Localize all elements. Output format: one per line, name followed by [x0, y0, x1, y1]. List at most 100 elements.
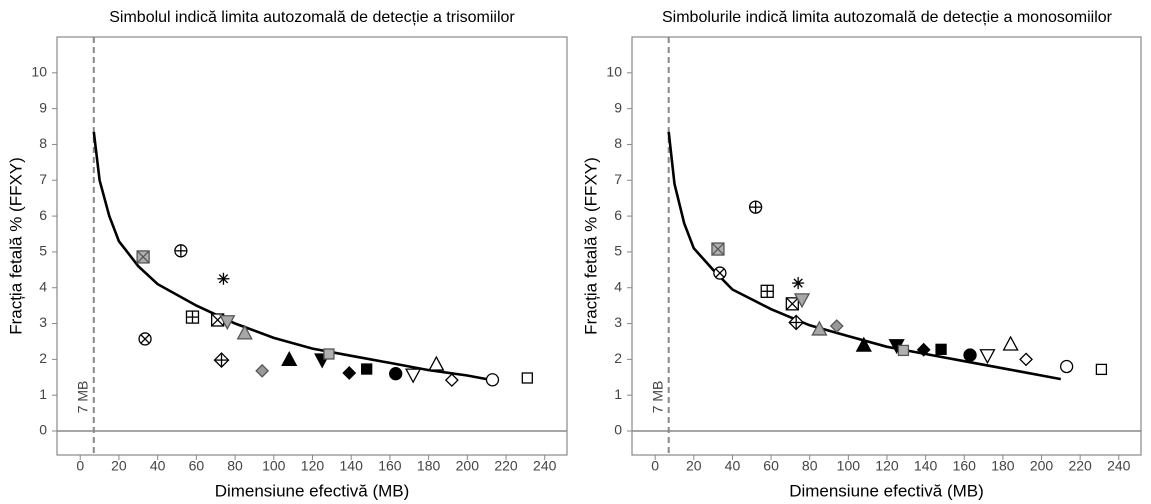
x-tick-label: 80 — [227, 458, 243, 474]
chart-panel: Simbolul indică limita autozomală de det… — [6, 9, 568, 500]
marker-part — [140, 334, 150, 344]
data-point — [792, 277, 805, 290]
marker-part — [236, 324, 253, 340]
marker-part — [521, 372, 533, 384]
data-point — [713, 266, 727, 280]
data-point — [213, 352, 230, 369]
y-tick-label: 4 — [614, 278, 622, 294]
y-tick-label: 3 — [39, 314, 47, 330]
data-point — [405, 368, 422, 384]
marker-part — [711, 242, 725, 256]
marker-part — [444, 373, 459, 388]
y-tick-label: 7 — [39, 171, 47, 187]
data-point — [521, 372, 533, 384]
y-tick-label: 0 — [614, 422, 622, 438]
x-tick-label: 180 — [417, 458, 441, 474]
marker-part — [323, 348, 335, 360]
marker-part — [485, 373, 500, 387]
x-tick-label: 40 — [725, 458, 741, 474]
y-tick-label: 9 — [614, 99, 622, 115]
marker-part — [361, 363, 373, 375]
marker-part — [811, 320, 828, 336]
data-point — [323, 348, 335, 360]
data-point — [788, 314, 805, 331]
marker-part — [1019, 352, 1033, 367]
x-tick-label: 180 — [991, 458, 1015, 474]
x-tick-label: 160 — [378, 458, 402, 474]
data-point — [897, 344, 910, 357]
marker-part — [255, 363, 270, 378]
y-tick-label: 3 — [614, 314, 622, 330]
marker-part — [916, 342, 931, 357]
y-tick-label: 6 — [614, 207, 622, 223]
detection-curve — [92, 131, 487, 381]
chart-title: Simbolul indică limita autozomală de det… — [109, 9, 515, 26]
plot-frame — [631, 36, 1142, 456]
y-tick-label: 9 — [39, 99, 47, 115]
marker-part — [785, 297, 799, 311]
y-tick-label: 10 — [606, 64, 622, 80]
data-point — [485, 373, 500, 387]
x-tick-label: 120 — [301, 458, 325, 474]
reference-label: 7 MB — [74, 381, 90, 414]
marker-part — [979, 349, 996, 365]
x-tick-label: 100 — [262, 458, 286, 474]
y-tick-label: 2 — [614, 350, 622, 366]
y-tick-label: 5 — [39, 243, 47, 259]
x-tick-label: 220 — [494, 458, 518, 474]
marker-part — [218, 274, 229, 284]
data-point — [793, 293, 811, 309]
data-point — [236, 324, 253, 340]
data-point — [1095, 363, 1108, 376]
marker-part — [1095, 363, 1108, 376]
data-point — [444, 373, 459, 388]
x-tick-label: 220 — [1068, 458, 1092, 474]
x-tick-label: 60 — [189, 458, 205, 474]
data-point — [785, 297, 799, 311]
y-tick-label: 8 — [39, 135, 47, 151]
marker-part — [136, 250, 150, 264]
marker-part — [342, 366, 357, 380]
y-tick-label: 1 — [614, 386, 622, 402]
data-point — [255, 363, 270, 378]
y-tick-label: 4 — [39, 278, 47, 294]
marker-part — [389, 367, 403, 381]
data-point — [1019, 352, 1033, 367]
x-tick-label: 0 — [76, 458, 84, 474]
marker-part — [219, 315, 236, 331]
data-point — [979, 349, 996, 365]
data-point — [855, 336, 872, 352]
marker-part — [715, 268, 725, 278]
data-point — [811, 320, 828, 336]
data-point — [389, 367, 403, 381]
marker-part — [793, 278, 803, 288]
y-tick-label: 7 — [614, 171, 622, 187]
x-tick-label: 200 — [456, 458, 480, 474]
detection-curve — [667, 131, 1062, 381]
x-tick-label: 60 — [763, 458, 779, 474]
marker-part — [855, 336, 872, 352]
data-point — [428, 355, 445, 371]
chart-title: Simbolurile indică limita autozomală de … — [662, 9, 1113, 26]
marker-part — [963, 348, 977, 362]
x-tick-label: 240 — [1107, 458, 1131, 474]
marker-part — [897, 344, 910, 357]
data-point — [138, 332, 152, 346]
data-point — [829, 319, 844, 333]
x-tick-label: 100 — [837, 458, 861, 474]
chart-panel: Simbolurile indică limita autozomală de … — [581, 9, 1142, 500]
y-axis-label: Fracția fetală % (FFXY) — [6, 157, 25, 335]
x-tick-label: 80 — [802, 458, 818, 474]
y-tick-label: 5 — [614, 243, 622, 259]
y-tick-label: 6 — [39, 207, 47, 223]
x-axis-label: Dimensiune efectivă (MB) — [215, 481, 410, 500]
x-tick-label: 0 — [651, 458, 659, 474]
marker-part — [1002, 335, 1019, 351]
marker-part — [281, 350, 298, 367]
x-tick-label: 200 — [1030, 458, 1054, 474]
x-tick-label: 160 — [953, 458, 977, 474]
marker-part — [793, 293, 811, 309]
marker-part — [829, 319, 844, 333]
data-point — [281, 350, 298, 367]
